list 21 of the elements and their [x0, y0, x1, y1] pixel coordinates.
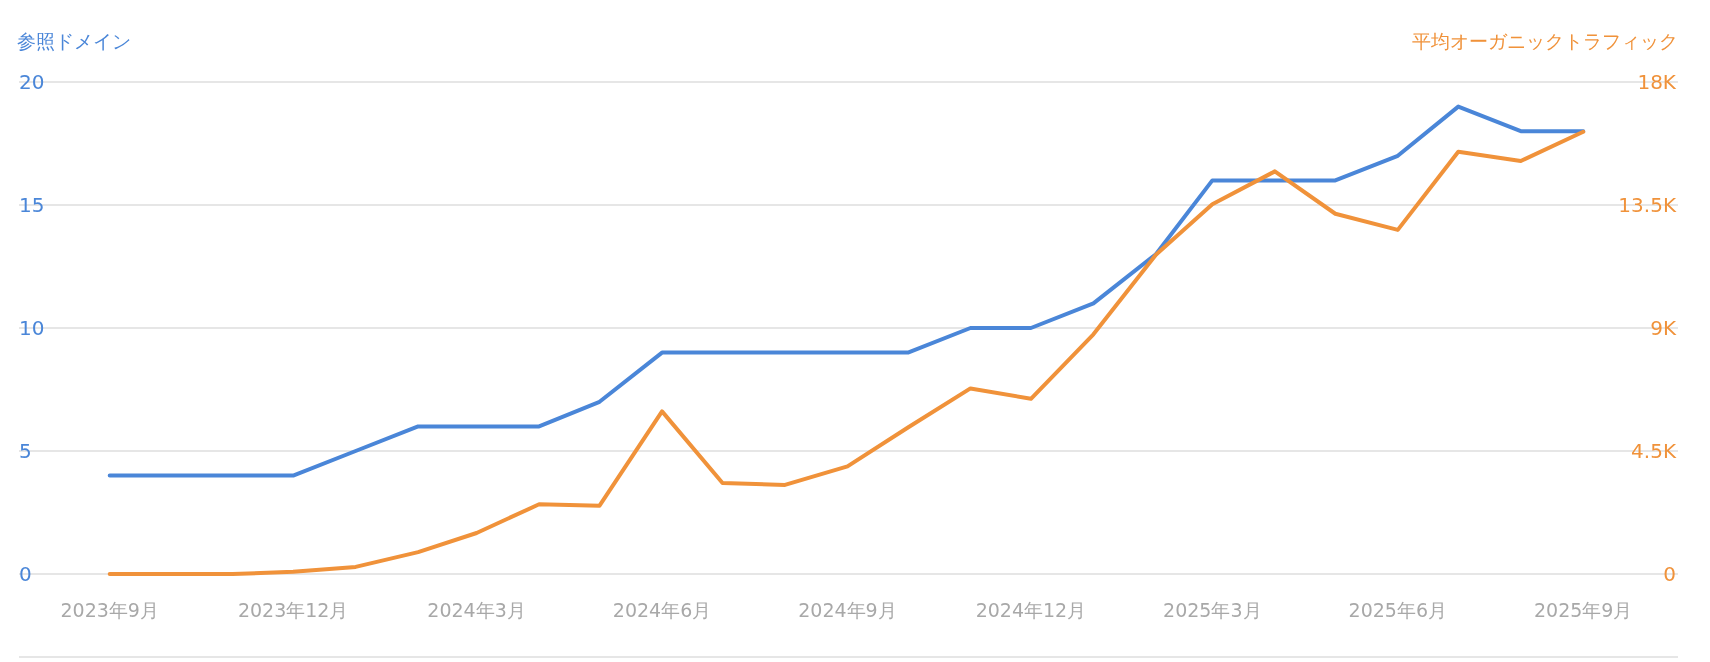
y2-tick-label: 18K — [1637, 70, 1677, 94]
y-tick-label: 0 — [19, 562, 32, 586]
x-tick-label: 2024年6月 — [612, 599, 712, 621]
x-tick-label: 2024年3月 — [427, 599, 526, 621]
x-tick-label: 2025年6月 — [1348, 599, 1448, 621]
x-tick-label: 2024年9月 — [798, 599, 897, 621]
y-tick-label: 5 — [19, 439, 32, 463]
y2-axis-title: 平均オーガニックトラフィック — [1412, 30, 1678, 52]
y-axis-title: 参照ドメイン — [17, 30, 131, 52]
y2-tick-label: 4.5K — [1631, 439, 1677, 463]
y-tick-label: 20 — [19, 70, 45, 94]
x-tick-label: 2025年3月 — [1163, 599, 1262, 621]
y-tick-label: 10 — [19, 316, 45, 340]
y2-tick-label: 13.5K — [1618, 193, 1677, 217]
y2-tick-label: 0 — [1663, 562, 1676, 586]
y2-tick-label: 9K — [1650, 316, 1677, 340]
x-tick-label: 2023年12月 — [237, 599, 349, 621]
x-tick-label: 2025年9月 — [1534, 599, 1633, 621]
x-tick-label: 2023年9月 — [60, 599, 159, 621]
y-tick-label: 15 — [19, 193, 45, 217]
x-tick-label: 2024年12月 — [975, 599, 1087, 621]
